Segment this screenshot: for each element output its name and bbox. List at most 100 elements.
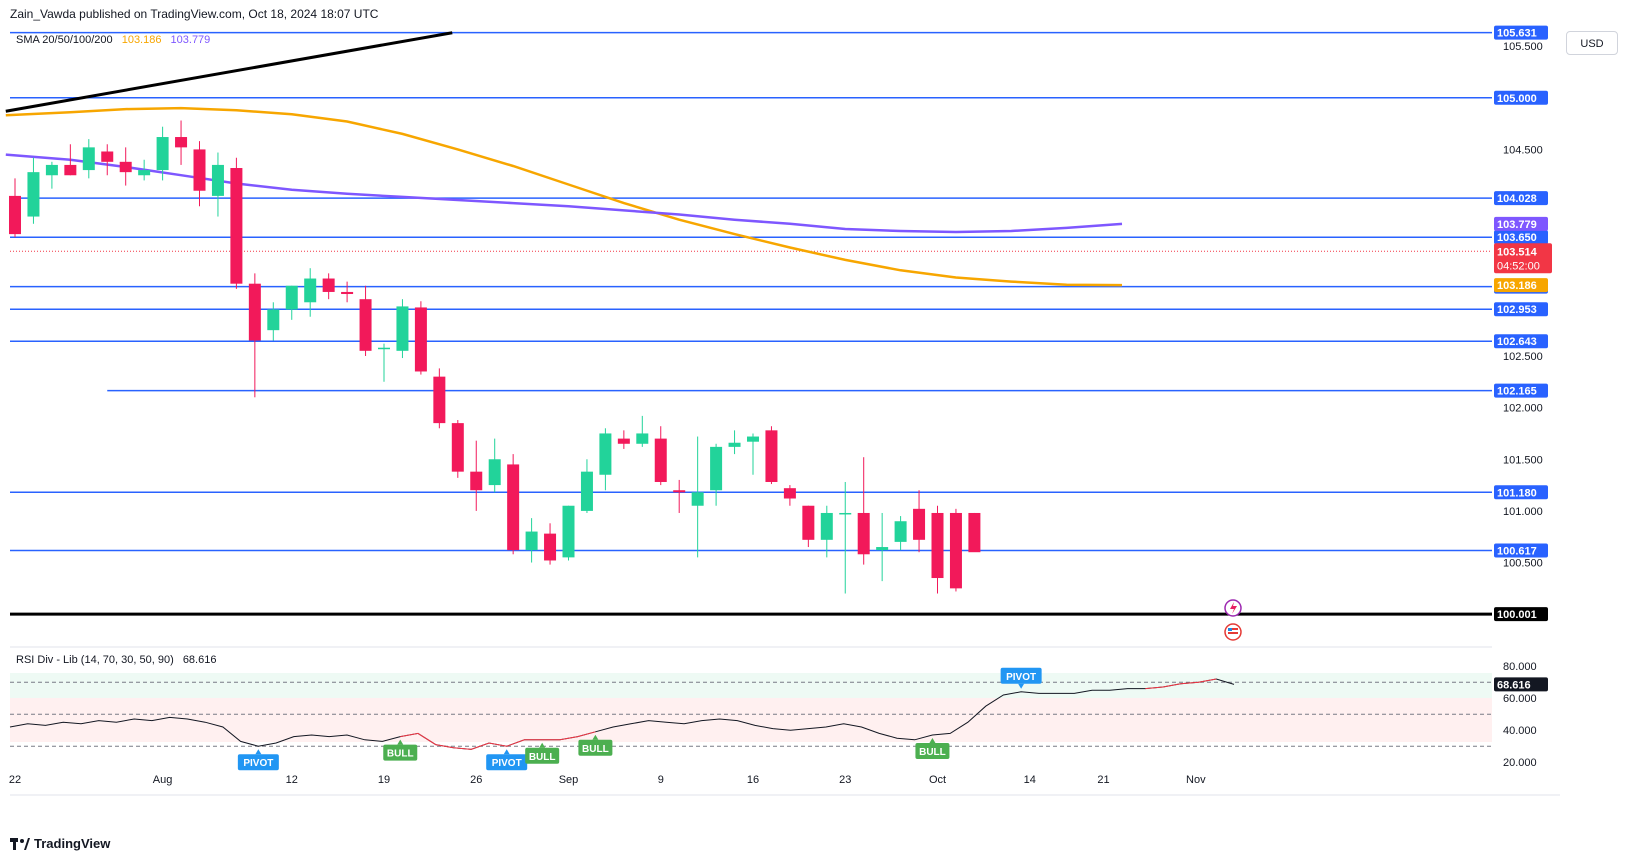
signal-badge-bg [237,754,279,771]
time-tick-label: 12 [286,774,298,786]
rsi-signal-marker[interactable]: PIVOT [1000,667,1042,689]
candle[interactable] [599,428,612,491]
rsi-signal-marker[interactable]: BULL [578,734,613,756]
candle[interactable] [101,144,114,176]
sma-orange-line[interactable] [5,106,1123,287]
candle[interactable] [617,430,630,449]
candle[interactable] [230,157,243,289]
candle-body [931,512,944,579]
sma-legend[interactable]: SMA 20/50/100/200 103.186 103.779 [16,34,216,46]
candle[interactable] [728,430,741,455]
candle[interactable] [747,433,759,475]
candle[interactable] [580,459,593,513]
candle-body [27,172,40,217]
price-level-label: 103.650 [1494,230,1548,245]
candle[interactable] [710,443,723,506]
candle-body [119,161,132,173]
price-level-label-text: 105.000 [1497,93,1537,105]
price-level-label-text: 100.001 [1497,609,1537,621]
candle[interactable] [27,157,40,224]
candle[interactable] [525,518,538,563]
sma-value-label-bg [1494,278,1548,293]
candle[interactable] [562,505,575,561]
rsi-signal-marker[interactable]: BULL [383,739,418,761]
candle[interactable] [544,523,557,565]
candle[interactable] [876,512,889,582]
candle[interactable] [451,420,464,478]
candle[interactable] [378,343,390,382]
trendline[interactable] [5,31,453,113]
candle[interactable] [691,436,704,558]
candle[interactable] [267,302,280,341]
candle[interactable] [470,440,483,511]
candle[interactable] [839,481,852,594]
price-level-label-text: 103.650 [1497,232,1537,244]
flag-stripe-icon [1228,632,1238,634]
signal-pointer-icon [255,749,262,755]
candle[interactable] [414,301,427,375]
candle-body [138,170,151,176]
candle[interactable] [396,299,409,359]
tradingview-logo[interactable]: TradingView [10,836,110,851]
currency-button[interactable]: USD [1566,31,1618,55]
candle[interactable] [64,144,77,176]
candle-body [783,488,796,499]
price-tick-label: 105.500 [1503,41,1543,53]
candle[interactable] [433,368,446,429]
trendline-layer [5,31,453,113]
rsi-signal-marker[interactable]: PIVOT [486,749,528,771]
candle-body [525,531,538,551]
signal-pointer-icon [592,734,599,740]
candle[interactable] [82,139,95,179]
candle[interactable] [45,161,58,189]
candle[interactable] [949,508,962,592]
candle[interactable] [636,415,649,447]
rsi-signal-marker[interactable]: PIVOT [237,749,279,771]
candle[interactable] [673,479,686,513]
candle[interactable] [488,438,501,493]
candle[interactable] [507,454,520,555]
price-level-label-bg [1494,485,1548,500]
candle[interactable] [304,268,317,317]
rsi-line[interactable] [9,678,1235,750]
candle[interactable] [175,120,188,165]
signal-pointer-icon [539,742,546,748]
candle[interactable] [654,426,667,486]
candle[interactable] [9,178,21,238]
price-level-label: 102.643 [1494,334,1548,349]
rsi-oversold-zone [10,698,1492,742]
candle[interactable] [359,285,372,356]
candle-body [710,446,723,491]
rsi-legend[interactable]: RSI Div - Lib (14, 70, 30, 50, 90) 68.61… [16,654,222,666]
candle[interactable] [765,426,778,485]
candle[interactable] [119,147,132,186]
candle[interactable] [211,152,224,217]
candle[interactable] [913,490,926,553]
candle[interactable] [341,281,354,303]
candle[interactable] [193,141,206,207]
candle[interactable] [820,505,833,558]
candle[interactable] [156,126,169,181]
rsi-signal-marker[interactable]: BULL [915,738,950,759]
sma-purple-line[interactable] [5,153,1123,234]
candle[interactable] [138,159,151,181]
candle[interactable] [285,285,298,320]
rsi-legend-label: RSI Div - Lib (14, 70, 30, 50, 90) [16,654,174,666]
candle-body [820,512,833,540]
candle[interactable] [322,273,335,300]
rsi-signal-marker[interactable]: BULL [525,742,560,764]
price-level-label-text: 102.643 [1497,336,1537,348]
candle-body [359,299,372,351]
author-name[interactable]: Zain_Vawda [10,7,76,21]
candle[interactable] [857,457,870,565]
candle[interactable] [802,505,815,548]
candle-body [322,278,335,292]
candle[interactable] [248,273,261,398]
price-level-label-text: 105.631 [1497,28,1537,40]
candle[interactable] [783,485,796,506]
candle[interactable] [894,516,907,551]
candle[interactable] [968,512,981,553]
candle[interactable] [931,505,944,594]
time-tick-label: 14 [1024,774,1036,786]
